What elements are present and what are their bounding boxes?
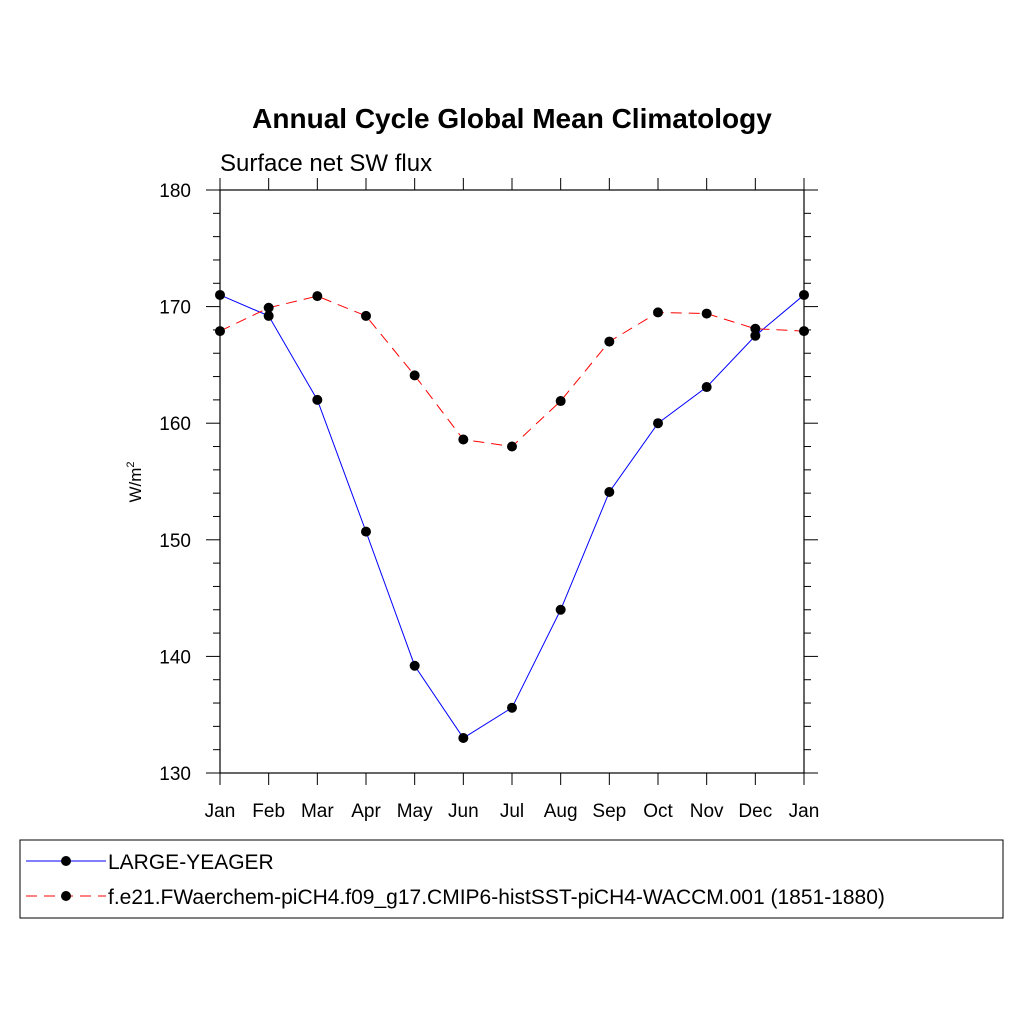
series-1-point xyxy=(263,302,274,313)
y-tick-label: 180 xyxy=(159,181,191,202)
y-tick-labels: 130 140 150 160 170 180 xyxy=(159,181,191,785)
y-axis-label: W/m2 xyxy=(125,461,145,502)
series-0-point xyxy=(701,382,712,393)
series-0-point xyxy=(507,702,517,713)
x-tick-label: Sep xyxy=(592,801,626,822)
series-1-point xyxy=(507,441,517,452)
y-tick-label: 160 xyxy=(159,414,191,435)
x-tick-label: Oct xyxy=(643,801,673,822)
legend-marker-1 xyxy=(61,891,71,901)
plot-frame xyxy=(219,189,805,774)
series-line-1 xyxy=(219,295,805,448)
x-tick-label: Feb xyxy=(252,801,285,822)
legend-items xyxy=(26,856,106,901)
series-1-point xyxy=(409,370,420,381)
x-tick-label: May xyxy=(397,801,433,822)
chart-title: Annual Cycle Global Mean Climatology xyxy=(252,103,772,134)
y-tick-label: 130 xyxy=(159,764,191,785)
y-axis-label-superscript: 2 xyxy=(125,461,137,467)
series-line-0 xyxy=(219,294,805,739)
y-axis-label-text: W/m xyxy=(126,468,145,503)
x-tick-label: Apr xyxy=(351,801,381,822)
legend-marker-0 xyxy=(61,856,71,866)
x-tick-label: Mar xyxy=(301,801,334,822)
x-tick-label: Jan xyxy=(789,801,820,822)
y-tick-label: 140 xyxy=(159,647,191,668)
x-tick-label: Jun xyxy=(448,801,479,822)
series-1-point xyxy=(458,434,469,445)
legend-label-large-yeager: LARGE-YEAGER xyxy=(108,851,274,874)
series-0-point xyxy=(750,330,761,341)
series-0-point xyxy=(409,660,420,671)
series-1-point xyxy=(555,396,566,407)
legend-box xyxy=(19,839,1004,919)
legend: LARGE-YEAGER f.e21.FWaerchem-piCH4.f09_g… xyxy=(19,839,1004,919)
series-1-point xyxy=(701,308,712,319)
x-tick-label: Aug xyxy=(544,801,578,822)
x-tick-label: Jul xyxy=(500,801,524,822)
series-0-point xyxy=(555,604,566,615)
y-tick-label: 170 xyxy=(159,298,191,319)
series-1-point xyxy=(312,291,323,302)
y-tick-label: 150 xyxy=(159,531,191,552)
series-0-point xyxy=(604,486,615,497)
series-0-point xyxy=(361,526,371,537)
axis-ticks xyxy=(206,178,818,785)
x-tick-label: Jan xyxy=(205,801,236,822)
svg-text:W/m2: W/m2 xyxy=(125,461,145,502)
legend-label-waccm: f.e21.FWaerchem-piCH4.f09_g17.CMIP6-hist… xyxy=(108,886,885,909)
series-1-point xyxy=(750,323,761,334)
chart-subtitle: Surface net SW flux xyxy=(220,150,432,177)
series-0-point xyxy=(312,394,323,405)
x-tick-label: Nov xyxy=(690,801,724,822)
series-0-point xyxy=(653,418,663,429)
series-1-point xyxy=(653,307,663,318)
x-tick-labels: Jan Feb Mar Apr May Jun Jul Aug Sep Oct Nov Dec Jan xyxy=(205,801,820,822)
series-0-point xyxy=(263,310,274,321)
series-layer xyxy=(215,289,809,744)
x-tick-label: Dec xyxy=(738,801,772,822)
series-0-point xyxy=(458,733,469,744)
series-1-point xyxy=(361,310,371,321)
series-1-point xyxy=(604,336,615,347)
